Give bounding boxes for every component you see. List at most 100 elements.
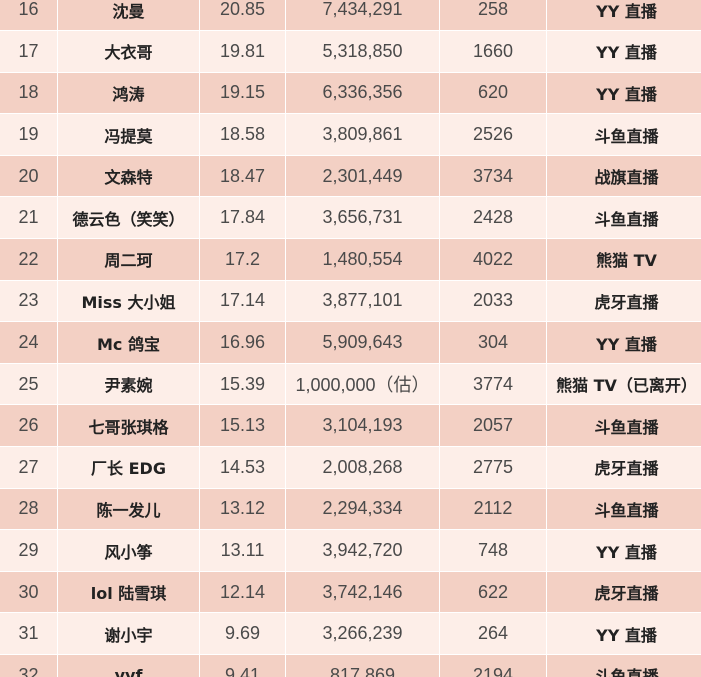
streamer-name-cell: Miss 大小姐 bbox=[57, 280, 200, 323]
platform-cell: 斗鱼直播 bbox=[546, 404, 701, 448]
score-cell: 13.11 bbox=[199, 529, 286, 572]
score-cell: 17.14 bbox=[199, 280, 286, 323]
streamer-name-cell: 德云色（笑笑） bbox=[57, 196, 200, 240]
platform-cell: 斗鱼直播 bbox=[546, 654, 701, 677]
streamer-name-cell: 周二珂 bbox=[57, 238, 200, 281]
score-cell: 15.39 bbox=[199, 363, 286, 406]
room-number-cell: 258 bbox=[439, 0, 547, 32]
room-number-cell: 264 bbox=[439, 612, 547, 655]
streamer-name-cell: 谢小宇 bbox=[57, 612, 200, 655]
streamer-name-cell: 鸿涛 bbox=[57, 72, 200, 115]
room-number-cell: 3734 bbox=[439, 155, 547, 198]
rank-cell: 28 bbox=[0, 488, 58, 531]
rank-cell: 30 bbox=[0, 571, 58, 614]
room-number-cell: 620 bbox=[439, 72, 547, 115]
platform-cell: 虎牙直播 bbox=[546, 571, 701, 614]
followers-cell: 3,104,193 bbox=[285, 404, 440, 448]
followers-cell: 6,336,356 bbox=[285, 72, 440, 115]
score-cell: 16.96 bbox=[199, 321, 286, 364]
followers-cell: 3,942,720 bbox=[285, 529, 440, 572]
rank-cell: 32 bbox=[0, 654, 58, 677]
platform-cell: 斗鱼直播 bbox=[546, 113, 701, 156]
room-number-cell: 2775 bbox=[439, 446, 547, 489]
followers-cell: 2,301,449 bbox=[285, 155, 440, 198]
table-row: 17 大衣哥 19.81 5,318,850 1660 YY 直播 bbox=[0, 30, 701, 73]
table-row: 28 陈一发儿 13.12 2,294,334 2112 斗鱼直播 bbox=[0, 488, 701, 531]
platform-cell: 熊猫 TV bbox=[546, 238, 701, 281]
score-cell: 15.13 bbox=[199, 404, 286, 448]
table-row: 30 lol 陆雪琪 12.14 3,742,146 622 虎牙直播 bbox=[0, 571, 701, 614]
score-cell: 20.85 bbox=[199, 0, 286, 32]
room-number-cell: 748 bbox=[439, 529, 547, 572]
streamer-name-cell: yyf bbox=[57, 654, 200, 677]
streamer-name-cell: 尹素婉 bbox=[57, 363, 200, 406]
score-cell: 13.12 bbox=[199, 488, 286, 531]
platform-cell: 斗鱼直播 bbox=[546, 488, 701, 531]
platform-cell: 斗鱼直播 bbox=[546, 196, 701, 240]
platform-cell: YY 直播 bbox=[546, 72, 701, 115]
followers-cell: 3,656,731 bbox=[285, 196, 440, 240]
platform-cell: 虎牙直播 bbox=[546, 446, 701, 489]
room-number-cell: 2194 bbox=[439, 654, 547, 677]
room-number-cell: 1660 bbox=[439, 30, 547, 73]
rank-cell: 25 bbox=[0, 363, 58, 406]
streamer-name-cell: 风小筝 bbox=[57, 529, 200, 572]
streamer-name-cell: 七哥张琪格 bbox=[57, 404, 200, 448]
streamer-name-cell: 沈曼 bbox=[57, 0, 200, 32]
platform-cell: YY 直播 bbox=[546, 0, 701, 32]
score-cell: 18.47 bbox=[199, 155, 286, 198]
rank-cell: 24 bbox=[0, 321, 58, 364]
platform-cell: YY 直播 bbox=[546, 612, 701, 655]
table-row: 25 尹素婉 15.39 1,000,000（估） 3774 熊猫 TV（已离开） bbox=[0, 363, 701, 406]
table-row: 31 谢小宇 9.69 3,266,239 264 YY 直播 bbox=[0, 612, 701, 655]
room-number-cell: 622 bbox=[439, 571, 547, 614]
table-row: 27 厂长 EDG 14.53 2,008,268 2775 虎牙直播 bbox=[0, 446, 701, 489]
followers-cell: 1,480,554 bbox=[285, 238, 440, 281]
table-row: 22 周二珂 17.2 1,480,554 4022 熊猫 TV bbox=[0, 238, 701, 281]
rank-cell: 19 bbox=[0, 113, 58, 156]
followers-cell: 7,434,291 bbox=[285, 0, 440, 32]
followers-cell: 3,742,146 bbox=[285, 571, 440, 614]
followers-cell: 1,000,000（估） bbox=[285, 363, 440, 406]
table-row: 21 德云色（笑笑） 17.84 3,656,731 2428 斗鱼直播 bbox=[0, 196, 701, 240]
table-row: 23 Miss 大小姐 17.14 3,877,101 2033 虎牙直播 bbox=[0, 280, 701, 323]
room-number-cell: 2428 bbox=[439, 196, 547, 240]
rank-cell: 23 bbox=[0, 280, 58, 323]
rank-cell: 26 bbox=[0, 404, 58, 448]
rank-cell: 16 bbox=[0, 0, 58, 32]
score-cell: 12.14 bbox=[199, 571, 286, 614]
table-row: 29 风小筝 13.11 3,942,720 748 YY 直播 bbox=[0, 529, 701, 572]
room-number-cell: 3774 bbox=[439, 363, 547, 406]
score-cell: 17.2 bbox=[199, 238, 286, 281]
room-number-cell: 2057 bbox=[439, 404, 547, 448]
score-cell: 9.41 bbox=[199, 654, 286, 677]
followers-cell: 2,294,334 bbox=[285, 488, 440, 531]
room-number-cell: 4022 bbox=[439, 238, 547, 281]
score-cell: 19.15 bbox=[199, 72, 286, 115]
rank-cell: 31 bbox=[0, 612, 58, 655]
streamer-name-cell: 大衣哥 bbox=[57, 30, 200, 73]
room-number-cell: 2112 bbox=[439, 488, 547, 531]
streamer-name-cell: 厂长 EDG bbox=[57, 446, 200, 489]
rank-cell: 29 bbox=[0, 529, 58, 572]
followers-cell: 817,869 bbox=[285, 654, 440, 677]
platform-cell: YY 直播 bbox=[546, 321, 701, 364]
followers-cell: 2,008,268 bbox=[285, 446, 440, 489]
platform-cell: 虎牙直播 bbox=[546, 280, 701, 323]
platform-cell: YY 直播 bbox=[546, 529, 701, 572]
followers-cell: 3,809,861 bbox=[285, 113, 440, 156]
rank-cell: 18 bbox=[0, 72, 58, 115]
streamer-name-cell: 陈一发儿 bbox=[57, 488, 200, 531]
rank-cell: 20 bbox=[0, 155, 58, 198]
score-cell: 17.84 bbox=[199, 196, 286, 240]
streamer-name-cell: 冯提莫 bbox=[57, 113, 200, 156]
rank-cell: 17 bbox=[0, 30, 58, 73]
score-cell: 9.69 bbox=[199, 612, 286, 655]
rank-cell: 22 bbox=[0, 238, 58, 281]
rank-cell: 21 bbox=[0, 196, 58, 240]
platform-cell: 战旗直播 bbox=[546, 155, 701, 198]
score-cell: 14.53 bbox=[199, 446, 286, 489]
followers-cell: 5,318,850 bbox=[285, 30, 440, 73]
